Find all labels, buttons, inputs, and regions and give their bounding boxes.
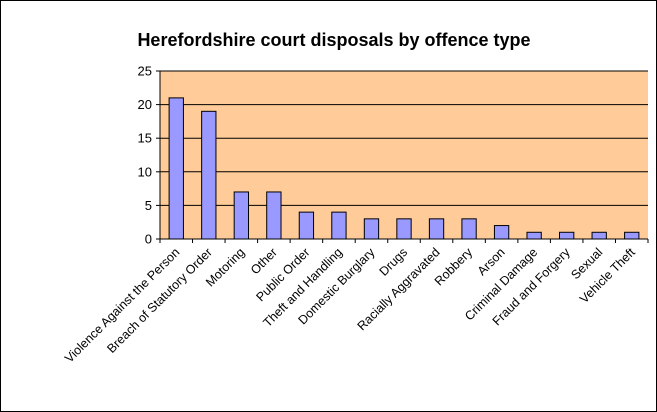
y-tick-label: 20 (138, 97, 152, 112)
bar-1 (168, 97, 184, 240)
plot-background (160, 71, 648, 239)
chart-title: Herefordshire court disposals by offence… (137, 30, 530, 50)
bar-6 (331, 211, 347, 240)
bar-2 (201, 110, 217, 240)
y-tick-label: 15 (138, 131, 152, 146)
bar-12 (526, 231, 542, 240)
y-tick-label: 0 (145, 232, 152, 247)
bar-4 (266, 191, 282, 240)
bar-7 (363, 218, 380, 240)
bar-10 (461, 218, 477, 240)
bar-5 (298, 211, 315, 240)
bar-9 (428, 218, 445, 240)
bar-8 (396, 218, 412, 240)
y-tick-label: 10 (138, 164, 152, 179)
y-tick-label: 25 (138, 64, 152, 79)
y-tick-label: 5 (145, 198, 152, 213)
bar-14 (591, 231, 607, 240)
bar-15 (624, 231, 640, 240)
bar-3 (233, 191, 249, 240)
bar-13 (559, 231, 575, 240)
bar-11 (493, 225, 510, 240)
